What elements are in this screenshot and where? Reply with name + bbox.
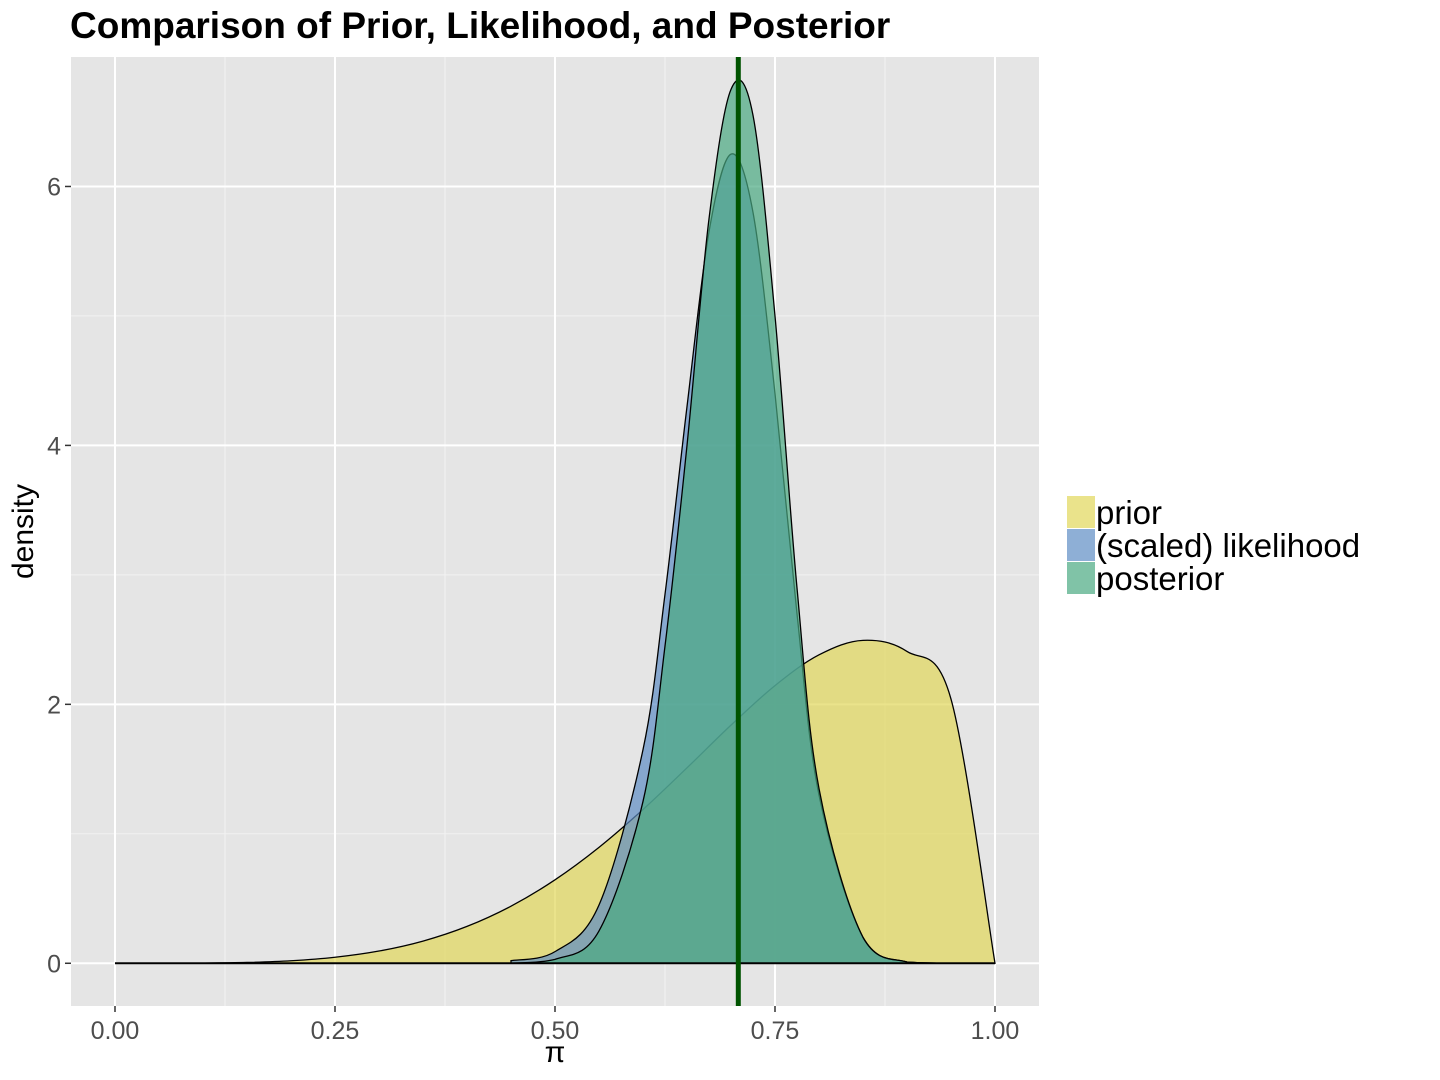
chart-title: Comparison of Prior, Likelihood, and Pos… [70,5,890,46]
density-areas [114,79,996,965]
y-tick-label: 0 [47,950,61,978]
y-tick-label: 4 [47,432,61,460]
x-tick-label: 0.50 [531,1017,580,1045]
x-tick-label: 0.25 [311,1017,360,1045]
legend-label-posterior: posterior [1096,560,1224,597]
legend-key-scaled-likelihood [1067,529,1095,561]
y-axis-ticks: 0 2 4 6 [47,173,71,978]
y-tick-label: 2 [47,691,61,719]
x-tick-label: 0.00 [91,1017,140,1045]
legend-key-posterior [1067,562,1095,594]
x-axis-title: π [545,1036,566,1069]
y-axis-title: density [7,484,40,579]
series-area-posterior [510,79,952,964]
y-tick-label: 6 [47,173,61,201]
legend-key-prior [1067,496,1095,528]
x-tick-label: 1.00 [971,1017,1020,1045]
legend-label-scaled-likelihood: (scaled) likelihood [1096,527,1360,564]
x-axis-ticks: 0.00 0.25 0.50 0.75 1.00 [91,1006,1020,1045]
x-tick-label: 0.75 [751,1017,800,1045]
legend-label-prior: prior [1096,494,1162,531]
